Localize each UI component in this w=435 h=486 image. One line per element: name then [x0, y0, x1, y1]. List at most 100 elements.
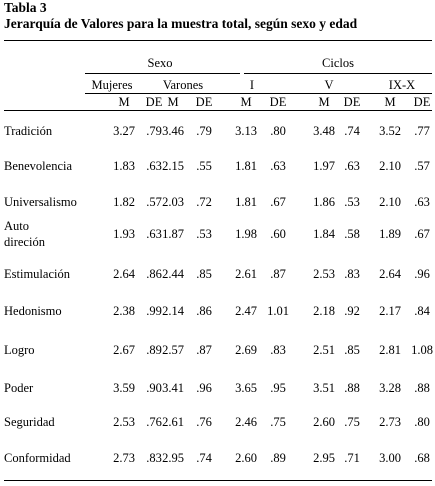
table-cell: 1.82: [113, 195, 135, 209]
table-cell: 1.93: [113, 227, 135, 241]
table-cell: 1.84: [313, 227, 335, 241]
table-cell: .88: [344, 381, 360, 395]
table-cell: .58: [344, 227, 360, 241]
table-cell: 2.18: [313, 304, 335, 318]
table-cell: .83: [344, 267, 360, 281]
stat-header-m: M: [384, 95, 396, 109]
table-cell: 1.01: [267, 304, 289, 318]
table-cell: 3.46: [162, 124, 184, 138]
table-cell: 2.57: [162, 343, 184, 357]
subgroup-header-ciclo-v: V: [324, 78, 334, 92]
table-cell: .72: [196, 195, 212, 209]
table-cell: .53: [344, 195, 360, 209]
row-label-line: Universalismo: [4, 195, 77, 209]
table-cell: 1.86: [313, 195, 335, 209]
table-cell: 1.81: [235, 159, 257, 173]
table-cell: 3.28: [379, 381, 401, 395]
stat-header-de: DE: [413, 95, 431, 109]
group-header-ciclos: Ciclos: [322, 56, 354, 70]
table-cell: .76: [146, 415, 162, 429]
table-cell: 1.87: [162, 227, 184, 241]
table-cell: 2.14: [162, 304, 184, 318]
table-cell: 3.51: [313, 381, 335, 395]
subgroup-rule: [85, 93, 432, 94]
bottom-rule: [4, 480, 432, 481]
table-cell: .63: [270, 159, 286, 173]
table-cell: .90: [146, 381, 162, 395]
row-label-line: Auto: [4, 219, 29, 233]
table-cell: 2.44: [162, 267, 184, 281]
table-cell: .79: [196, 124, 212, 138]
table-cell: .87: [196, 343, 212, 357]
table-cell: 2.73: [113, 451, 135, 465]
table-cell: 2.81: [379, 343, 401, 357]
table-cell: 3.65: [235, 381, 257, 395]
table-cell: 2.46: [235, 415, 257, 429]
table-cell: 2.51: [313, 343, 335, 357]
table-cell: 2.67: [113, 343, 135, 357]
table-cell: .88: [414, 381, 430, 395]
table-cell: 2.10: [379, 195, 401, 209]
table-cell: .67: [414, 227, 430, 241]
table-label: Tabla 3: [4, 0, 47, 15]
table-cell: 3.48: [313, 124, 335, 138]
table-cell: .63: [344, 159, 360, 173]
stat-header-m: M: [240, 95, 252, 109]
table-cell: .99: [146, 304, 162, 318]
table-cell: .75: [270, 415, 286, 429]
table-cell: .80: [414, 415, 430, 429]
table-cell: .75: [344, 415, 360, 429]
table-cell: 2.03: [162, 195, 184, 209]
table-cell: .92: [344, 304, 360, 318]
table-cell: 2.64: [113, 267, 135, 281]
table-cell: .57: [414, 159, 430, 173]
table-cell: .80: [270, 124, 286, 138]
table-cell: .85: [196, 267, 212, 281]
table-cell: .96: [414, 267, 430, 281]
table-cell: .71: [344, 451, 360, 465]
table-cell: .77: [414, 124, 430, 138]
row-label: Estimulación: [4, 266, 70, 282]
table-cell: .87: [270, 267, 286, 281]
table-cell: .74: [196, 451, 212, 465]
table-cell: 2.95: [313, 451, 335, 465]
table-cell: 3.52: [379, 124, 401, 138]
table-cell: 1.97: [313, 159, 335, 173]
table-cell: .63: [414, 195, 430, 209]
table-cell: 2.38: [113, 304, 135, 318]
table-cell: 3.00: [379, 451, 401, 465]
table-cell: 3.13: [235, 124, 257, 138]
table-cell: .86: [146, 267, 162, 281]
table-cell: 2.53: [313, 267, 335, 281]
row-label-line: Estimulación: [4, 267, 70, 281]
row-label: Conformidad: [4, 450, 71, 466]
row-label-line: Seguridad: [4, 415, 55, 429]
row-label: Auto direción: [4, 218, 45, 250]
row-label-line: Tradición: [4, 124, 53, 138]
table-cell: 2.73: [379, 415, 401, 429]
table-cell: 2.17: [379, 304, 401, 318]
table-cell: .95: [270, 381, 286, 395]
subgroup-header-varones: Varones: [162, 78, 204, 92]
top-rule: [4, 40, 432, 41]
table-cell: 1.83: [113, 159, 135, 173]
table-cell: 2.69: [235, 343, 257, 357]
row-label-line: Hedonismo: [4, 304, 62, 318]
table-cell: .74: [344, 124, 360, 138]
row-label-line: Logro: [4, 343, 35, 357]
header-bottom-rule: [4, 110, 432, 111]
table-cell: .57: [146, 195, 162, 209]
table-cell: 2.61: [235, 267, 257, 281]
table-cell: .63: [146, 159, 162, 173]
subgroup-header-ciclo-i: I: [249, 78, 255, 92]
stat-header-m: M: [318, 95, 330, 109]
table-cell: .67: [270, 195, 286, 209]
stat-header-de: DE: [145, 95, 163, 109]
ciclos-rule: [244, 73, 432, 74]
stat-header-de: DE: [343, 95, 361, 109]
table-cell: .53: [196, 227, 212, 241]
stat-header-de: DE: [195, 95, 213, 109]
row-label-line: direción: [4, 235, 45, 249]
table-cell: 2.60: [235, 451, 257, 465]
row-label: Poder: [4, 380, 33, 396]
